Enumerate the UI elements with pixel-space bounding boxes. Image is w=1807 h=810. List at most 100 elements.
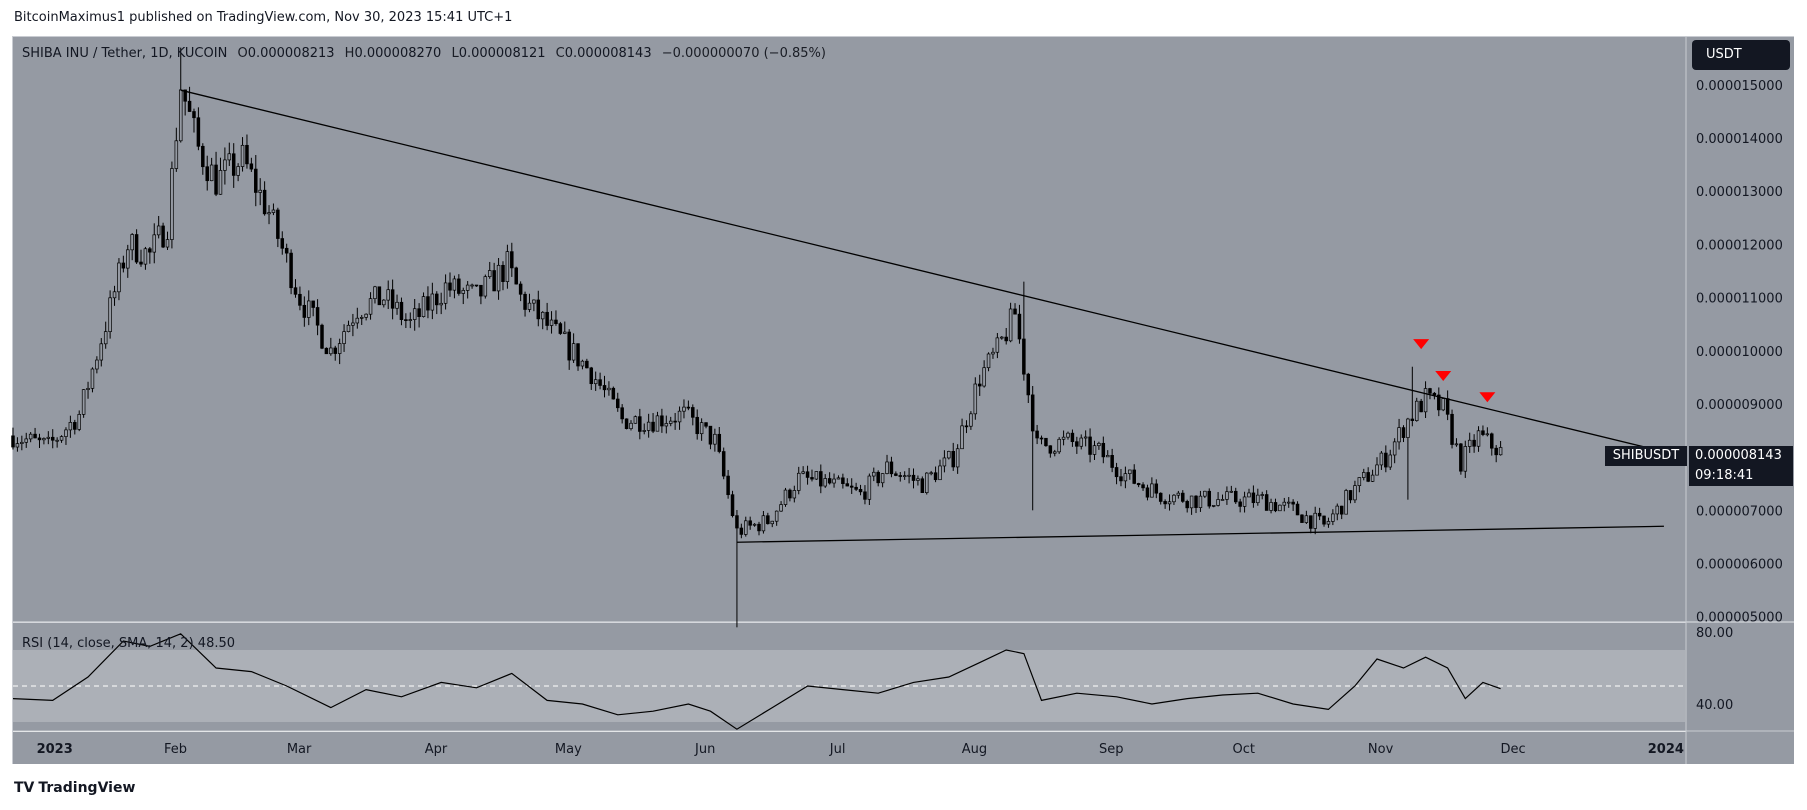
price-axis-bg bbox=[1686, 37, 1794, 764]
rsi-label[interactable]: RSI (14, close, SMA, 14, 2) bbox=[22, 636, 194, 651]
candle-body bbox=[64, 429, 68, 437]
tradingview-brand[interactable]: TV TradingView bbox=[14, 780, 135, 796]
candle-body bbox=[386, 289, 390, 301]
candle-body bbox=[779, 504, 783, 512]
candle-body bbox=[249, 163, 254, 170]
candle-body bbox=[496, 264, 501, 292]
candle-body bbox=[174, 140, 179, 169]
candle-body bbox=[1450, 413, 1454, 445]
candle-body bbox=[1286, 501, 1291, 504]
candle-body bbox=[549, 319, 554, 326]
candle-body bbox=[545, 311, 549, 326]
currency-button[interactable]: USDT bbox=[1692, 40, 1790, 70]
candle-body bbox=[452, 278, 457, 291]
candle-body bbox=[1463, 446, 1468, 472]
symbol-label[interactable]: SHIBA INU / Tether, 1D, KUCOIN bbox=[22, 46, 228, 61]
rsi-legend: RSI (14, close, SMA, 14, 2) 48.50 bbox=[22, 636, 235, 651]
candle-body bbox=[951, 451, 955, 468]
candle-body bbox=[1181, 492, 1185, 502]
candle-body bbox=[1238, 501, 1242, 507]
candle-body bbox=[744, 520, 748, 535]
candle-body bbox=[558, 323, 563, 334]
candle-body bbox=[1176, 492, 1181, 496]
candle-body bbox=[1300, 514, 1304, 523]
candle-body bbox=[774, 510, 779, 522]
price-tag-symbol: SHIBUSDT bbox=[1605, 446, 1687, 466]
candle-body bbox=[501, 264, 505, 282]
close-label: C bbox=[555, 46, 565, 61]
candle-body bbox=[377, 286, 382, 306]
candle-body bbox=[1030, 394, 1035, 432]
candle-body bbox=[894, 473, 898, 476]
resistance-marker-icon bbox=[1479, 392, 1496, 403]
candle-body bbox=[827, 478, 832, 484]
candle-body bbox=[280, 238, 285, 249]
candle-body bbox=[589, 367, 594, 385]
candle-body bbox=[805, 471, 810, 478]
candle-body bbox=[178, 89, 183, 142]
candle-body bbox=[267, 212, 271, 215]
candle-body bbox=[536, 299, 541, 320]
candle-body bbox=[1313, 512, 1317, 529]
candle-body bbox=[682, 406, 686, 412]
price-tick-label: 0.000013000 bbox=[1696, 185, 1783, 200]
candle-body bbox=[607, 387, 611, 391]
rsi-band bbox=[13, 650, 1686, 722]
candle-body bbox=[849, 485, 854, 488]
candle-body bbox=[1441, 398, 1445, 411]
candle-body bbox=[510, 251, 514, 269]
candle-body bbox=[1097, 442, 1101, 447]
candle-body bbox=[1326, 521, 1331, 525]
candle-body bbox=[766, 515, 770, 525]
candle-body bbox=[1428, 388, 1432, 394]
candle-body bbox=[1194, 495, 1198, 508]
candle-body bbox=[465, 284, 470, 291]
candle-body bbox=[677, 410, 682, 423]
candle-body bbox=[1353, 485, 1357, 501]
candle-body bbox=[37, 437, 42, 441]
candle-body bbox=[68, 422, 73, 431]
candle-body bbox=[739, 527, 744, 535]
time-tick-label: May bbox=[555, 742, 582, 757]
candle-body bbox=[876, 471, 880, 484]
candle-body bbox=[1119, 476, 1123, 482]
candle-body bbox=[638, 416, 642, 432]
candle-body bbox=[1397, 427, 1401, 443]
candle-body bbox=[1472, 439, 1476, 447]
candle-body bbox=[629, 422, 633, 430]
candle-body bbox=[1485, 433, 1490, 436]
candle-body bbox=[1339, 505, 1344, 515]
candle-body bbox=[240, 144, 245, 167]
candle-body bbox=[867, 475, 872, 500]
candle-body bbox=[898, 475, 903, 477]
candle-body bbox=[598, 379, 602, 386]
candle-body bbox=[412, 308, 417, 320]
candle-body bbox=[1048, 445, 1053, 454]
time-tick-label: Sep bbox=[1099, 742, 1124, 757]
candle-body bbox=[28, 433, 33, 440]
time-tick-label: Jun bbox=[694, 742, 715, 757]
candle-body bbox=[364, 313, 368, 318]
candle-body bbox=[1105, 455, 1110, 458]
price-tick-label: 0.000015000 bbox=[1696, 79, 1783, 94]
candle-body bbox=[382, 299, 386, 306]
candle-body bbox=[487, 270, 492, 278]
candle-body bbox=[461, 290, 466, 294]
candle-body bbox=[1269, 502, 1273, 511]
candle-body bbox=[271, 209, 276, 213]
candle-body bbox=[571, 343, 576, 361]
candle-body bbox=[858, 488, 863, 493]
candle-body bbox=[770, 520, 775, 525]
candle-body bbox=[1132, 469, 1136, 484]
candle-body bbox=[708, 425, 713, 445]
time-tick-label: Dec bbox=[1500, 742, 1525, 757]
candle-body bbox=[77, 414, 81, 430]
candle-body bbox=[757, 523, 761, 532]
high-value: 0.000008270 bbox=[354, 46, 442, 61]
candle-body bbox=[1053, 451, 1057, 454]
candle-body bbox=[443, 282, 448, 304]
candle-body bbox=[1260, 494, 1264, 496]
candle-body bbox=[863, 491, 867, 500]
candle-body bbox=[1392, 441, 1397, 456]
